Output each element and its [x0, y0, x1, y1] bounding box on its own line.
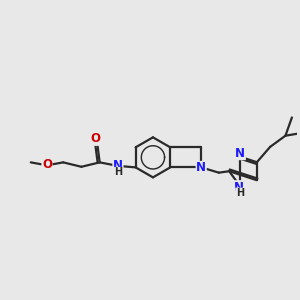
Text: N: N: [196, 161, 206, 175]
Text: H: H: [115, 167, 123, 177]
Text: O: O: [91, 132, 101, 145]
Text: O: O: [42, 158, 52, 171]
Text: N: N: [113, 159, 123, 172]
Text: N: N: [235, 147, 245, 160]
Text: N: N: [234, 181, 244, 194]
Text: H: H: [236, 188, 244, 198]
